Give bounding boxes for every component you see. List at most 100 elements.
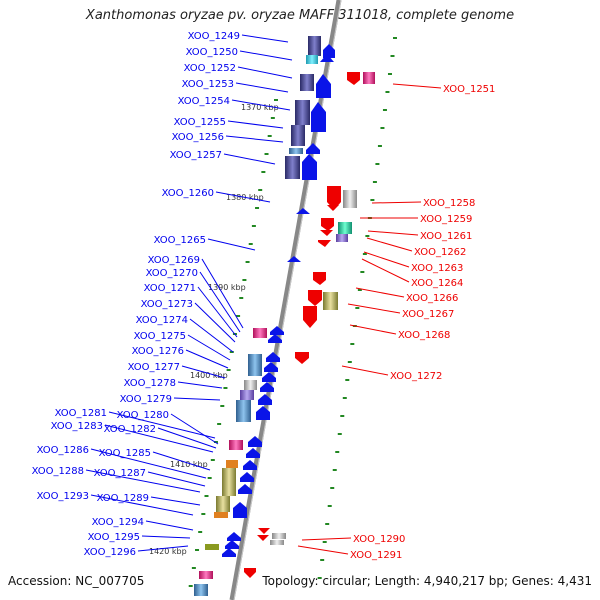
forward-gene-label[interactable]: XOO_1285 [99, 448, 151, 459]
forward-gene-label[interactable]: XOO_1256 [172, 132, 224, 143]
kbp-label: 1420 kbp [149, 547, 187, 556]
forward-gene-label[interactable]: XOO_1249 [188, 31, 240, 42]
leader-line [225, 135, 284, 143]
reverse-gene-labels: XOO_1251 XOO_1258 XOO_1259 XOO_1261 XOO_1262… [297, 83, 495, 561]
forward-gene-label[interactable]: XOO_1265 [154, 235, 206, 246]
forward-gene-label[interactable]: XOO_1260 [162, 188, 214, 199]
leader-line [147, 471, 206, 487]
leader-line [367, 230, 419, 236]
leader-line [355, 287, 405, 298]
forward-gene-label[interactable]: XOO_1276 [132, 346, 184, 357]
leader-line [108, 411, 216, 439]
leader-line [177, 381, 223, 389]
leader-line [341, 365, 389, 376]
reverse-gene-label[interactable]: XOO_1262 [414, 247, 466, 258]
leader-line [173, 397, 221, 401]
leader-line [235, 82, 289, 93]
forward-gene-label[interactable]: XOO_1255 [174, 117, 226, 128]
forward-gene-label[interactable]: XOO_1252 [184, 63, 236, 74]
leader-line [231, 99, 291, 111]
forward-gene-label[interactable]: XOO_1283 [51, 421, 103, 432]
reverse-gene-label[interactable]: XOO_1263 [411, 263, 463, 274]
leader-line [349, 324, 397, 335]
forward-gene-label[interactable]: XOO_1288 [32, 466, 84, 477]
topology-text: Topology: circular; Length: 4,940,217 bp… [262, 574, 592, 588]
leader-line [207, 238, 256, 251]
leader-line [363, 251, 410, 268]
reverse-strand-arrows [244, 72, 360, 578]
forward-gene-label[interactable]: XOO_1281 [55, 408, 107, 419]
forward-gene-label[interactable]: XOO_1274 [136, 315, 188, 326]
forward-gene-label[interactable]: XOO_1253 [182, 79, 234, 90]
reverse-gene-label[interactable]: XOO_1291 [350, 550, 402, 561]
leader-line [141, 535, 191, 539]
forward-gene-label[interactable]: XOO_1278 [124, 378, 176, 389]
leader-line [215, 191, 271, 203]
forward-gene-label[interactable]: XOO_1295 [88, 532, 140, 543]
leader-line [189, 318, 234, 353]
leader-line [199, 271, 241, 333]
leader-line [392, 83, 442, 89]
leader-line [201, 258, 244, 329]
leader-line [152, 451, 211, 471]
forward-gene-label[interactable]: XOO_1280 [117, 410, 169, 421]
forward-gene-labels: XOO_1249 XOO_1250 XOO_1252 XOO_1253 XOO_1254… [32, 31, 293, 558]
reverse-gene-label[interactable]: XOO_1272 [390, 371, 442, 382]
leader-line [185, 349, 229, 369]
leader-line [347, 303, 401, 314]
forward-gene-label[interactable]: XOO_1282 [104, 424, 156, 435]
reverse-gene-label[interactable]: XOO_1268 [398, 330, 450, 341]
leader-line [297, 545, 349, 555]
forward-gene-label[interactable]: XOO_1275 [134, 331, 186, 342]
forward-gene-label[interactable]: XOO_1279 [120, 394, 172, 405]
leader-line [237, 66, 293, 79]
reverse-gene-label[interactable]: XOO_1251 [443, 84, 495, 95]
leader-line [145, 520, 194, 531]
reverse-gene-label[interactable]: XOO_1266 [406, 293, 458, 304]
reverse-gene-label[interactable]: XOO_1258 [423, 198, 475, 209]
forward-strand-features [194, 36, 321, 596]
forward-gene-label[interactable]: XOO_1296 [84, 547, 136, 558]
forward-gene-label[interactable]: XOO_1250 [186, 47, 238, 58]
genome-backbone [229, 0, 342, 600]
kbp-label: 1410 kbp [170, 460, 208, 469]
leader-line [197, 286, 238, 338]
leader-line [137, 545, 189, 552]
reverse-strand-features [270, 72, 375, 545]
leader-line [227, 120, 284, 129]
leader-line [301, 537, 352, 541]
leader-line [371, 201, 422, 204]
reverse-gene-label[interactable]: XOO_1264 [411, 278, 463, 289]
forward-gene-label[interactable]: XOO_1289 [97, 493, 149, 504]
leader-line [361, 258, 410, 283]
forward-gene-label[interactable]: XOO_1293 [37, 491, 89, 502]
forward-gene-label[interactable]: XOO_1287 [94, 468, 146, 479]
leader-line [239, 50, 293, 61]
reverse-gene-label[interactable]: XOO_1267 [402, 309, 454, 320]
reverse-gene-label[interactable]: XOO_1290 [353, 534, 405, 545]
forward-gene-label[interactable]: XOO_1254 [178, 96, 230, 107]
accession-text: Accession: NC_007705 [8, 574, 145, 588]
forward-gene-label[interactable]: XOO_1294 [92, 517, 144, 528]
leader-line [366, 237, 413, 252]
reverse-gene-label[interactable]: XOO_1261 [420, 231, 472, 242]
forward-gene-label[interactable]: XOO_1286 [37, 445, 89, 456]
kbp-label: 1390 kbp [208, 283, 246, 292]
forward-gene-label[interactable]: XOO_1257 [170, 150, 222, 161]
leader-line [104, 424, 214, 453]
forward-gene-label[interactable]: XOO_1277 [128, 362, 180, 373]
leader-line [90, 448, 207, 479]
leader-line [150, 496, 201, 506]
reverse-gene-label[interactable]: XOO_1259 [420, 214, 472, 225]
leader-line [157, 427, 217, 449]
forward-gene-label[interactable]: XOO_1271 [144, 283, 196, 294]
forward-gene-label[interactable]: XOO_1269 [148, 255, 200, 266]
forward-gene-label[interactable]: XOO_1273 [141, 299, 193, 310]
leader-line [194, 302, 236, 343]
leader-line [90, 494, 194, 516]
leader-line [187, 334, 231, 361]
leader-line [181, 365, 226, 379]
forward-gene-label[interactable]: XOO_1270 [146, 268, 198, 279]
kbp-label: 1400 kbp [190, 371, 228, 380]
